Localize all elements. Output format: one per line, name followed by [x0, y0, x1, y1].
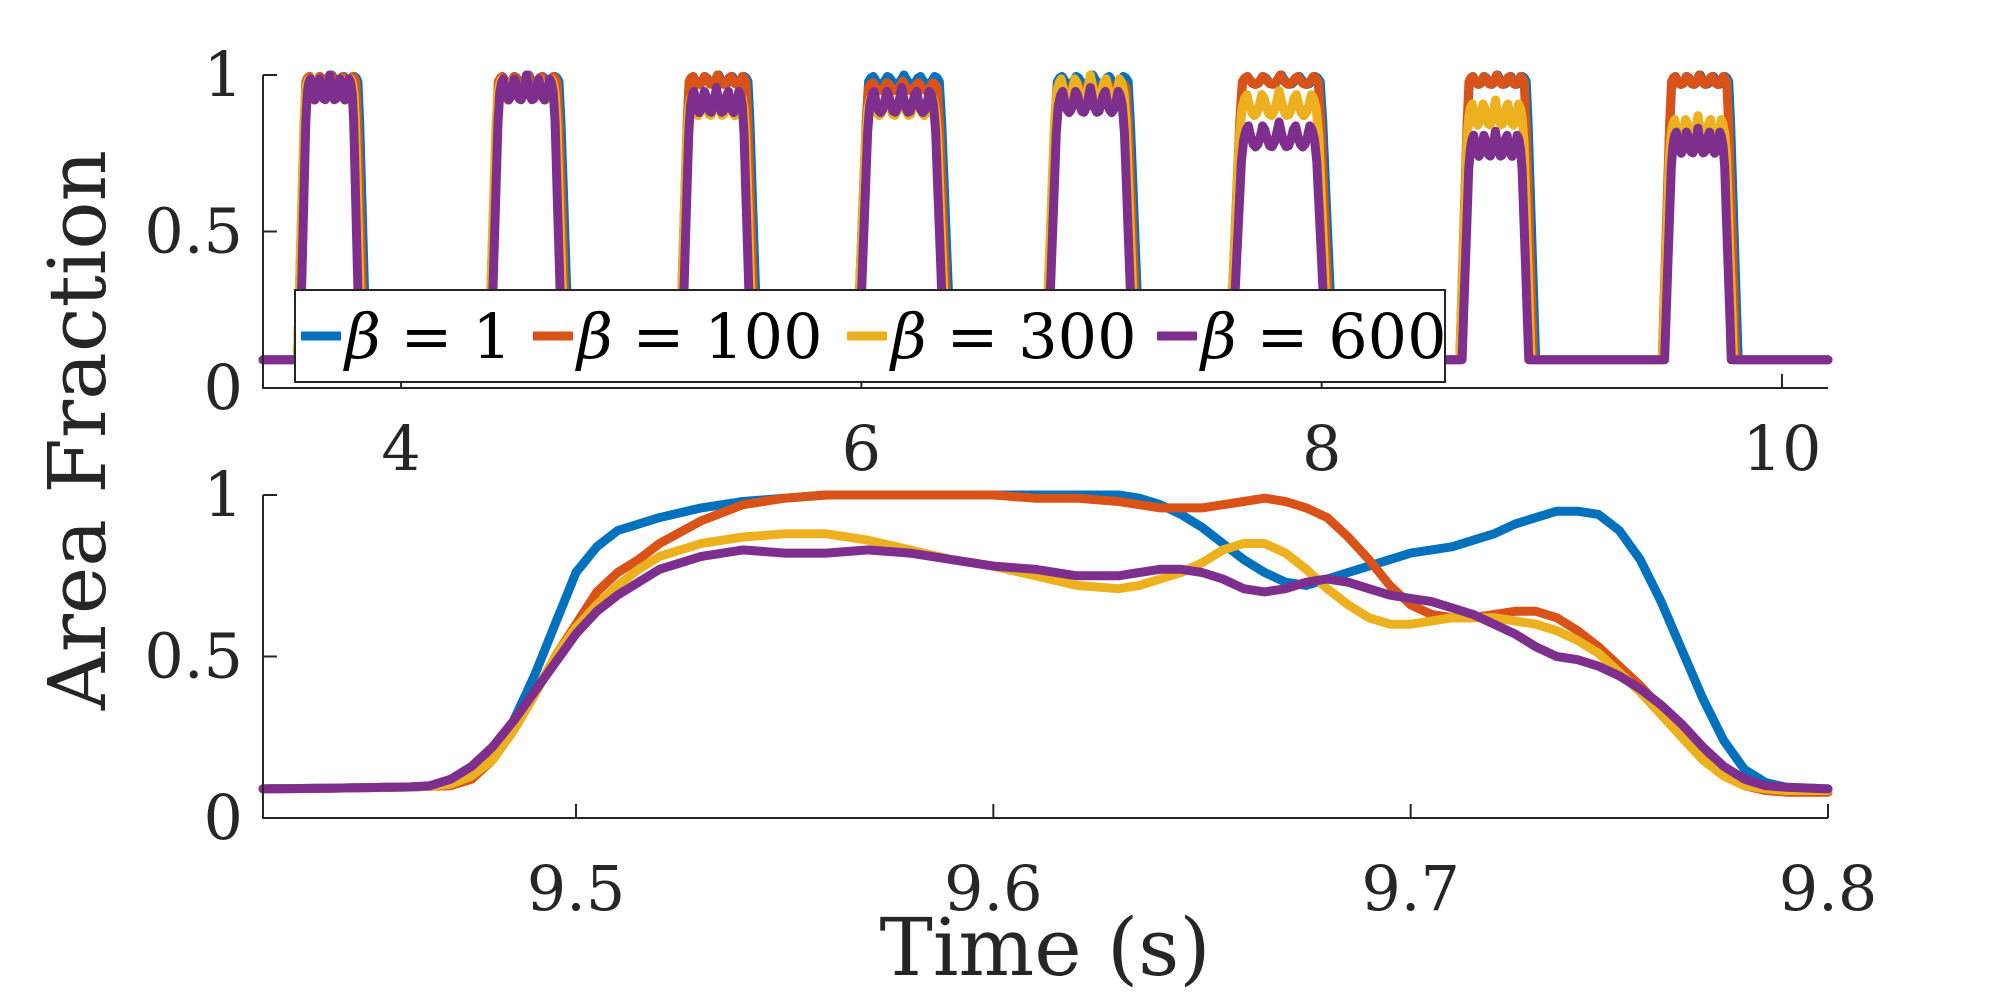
- legend-entry-4: β = 600: [1157, 300, 1447, 373]
- top-y-tick-label: 0: [204, 351, 243, 424]
- bottom-axis-line: [262, 495, 1828, 819]
- legend-symbol: β: [343, 300, 381, 373]
- bottom-x-tick-label: 9.7: [1361, 852, 1460, 925]
- legend-symbol: β: [575, 300, 613, 373]
- top-x-tick-label: 10: [1743, 412, 1822, 485]
- legend-label: β = 300: [889, 300, 1137, 373]
- bottom-x-tick-label: 9.6: [944, 852, 1043, 925]
- bottom-series-group: [258, 490, 1833, 797]
- top-axes: 4 6 8 10 0 0.5 1: [144, 38, 1828, 485]
- bottom-series-line-1: [258, 490, 1833, 794]
- top-y-tick-label: 0.5: [144, 195, 243, 268]
- bottom-y-tick-label: 0.5: [144, 620, 243, 693]
- bottom-y-tick-label: 0: [204, 781, 243, 854]
- bottom-axes: 9.5 9.6 9.7 9.8 0 0.5 1: [144, 458, 1877, 925]
- top-x-tick-label: 8: [1302, 412, 1341, 485]
- legend-symbol: β: [889, 300, 927, 373]
- bottom-panel: 9.5 9.6 9.7 9.8 0 0.5 1: [144, 458, 1877, 925]
- legend-label: β = 100: [575, 300, 823, 373]
- bottom-x-tick-label: 9.5: [527, 852, 626, 925]
- legend-entry-1: β = 1: [301, 300, 512, 373]
- legend-value: = 1: [381, 300, 512, 373]
- legend-entry-3: β = 300: [847, 300, 1137, 373]
- top-y-tick-label: 1: [204, 38, 243, 111]
- bottom-series-line-4: [258, 545, 1833, 794]
- bottom-x-tick-label: 9.8: [1779, 852, 1878, 925]
- top-x-tick-label: 4: [381, 412, 420, 485]
- top-x-tick-label: 6: [842, 412, 881, 485]
- legend-label: β = 600: [1199, 300, 1447, 373]
- x-axis-label: Time (s): [879, 901, 1210, 994]
- y-axis-label: Area Fraction: [31, 150, 124, 711]
- legend-entry-2: β = 100: [533, 300, 823, 373]
- legend-value: = 100: [613, 300, 823, 373]
- bottom-y-tick-label: 1: [204, 458, 243, 531]
- legend-value: = 600: [1237, 300, 1447, 373]
- legend-symbol: β: [1199, 300, 1237, 373]
- legend-label: β = 1: [343, 300, 512, 373]
- legend-value: = 300: [927, 300, 1137, 373]
